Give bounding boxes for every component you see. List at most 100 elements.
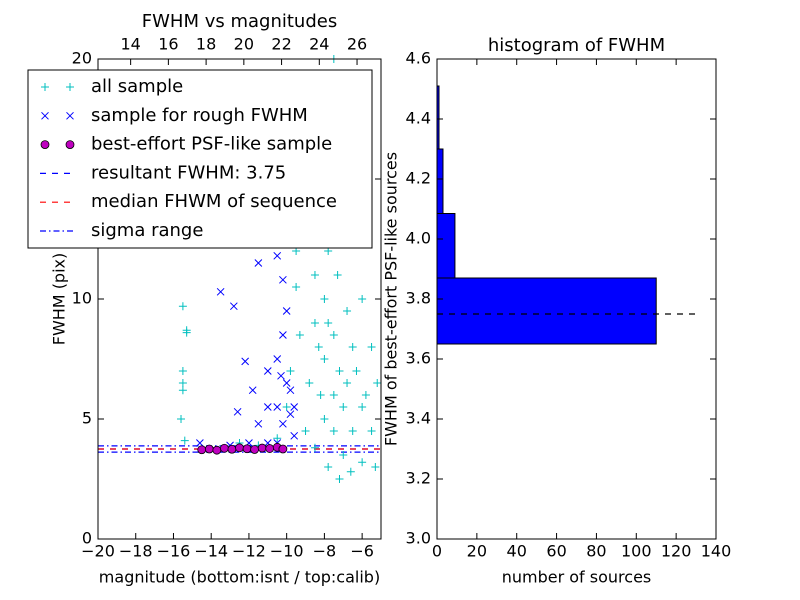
- x2-tick-label: 14: [120, 35, 140, 54]
- point: [250, 445, 259, 454]
- point: [212, 445, 222, 455]
- point: [180, 436, 189, 445]
- point: [301, 427, 310, 435]
- legend-marker: [65, 140, 75, 150]
- point: [254, 419, 263, 428]
- point: [329, 391, 338, 399]
- point: [278, 444, 288, 454]
- y-tick-label: 3.6: [406, 349, 431, 368]
- point: [295, 331, 304, 339]
- x-tick-label: 140: [701, 542, 732, 561]
- x-tick-label: −8: [313, 542, 337, 561]
- point: [204, 444, 214, 454]
- legend-marker: [66, 83, 74, 91]
- point: [282, 379, 291, 387]
- point: [373, 379, 382, 387]
- point: [227, 444, 237, 454]
- legend-marker: [66, 111, 74, 120]
- point: [216, 287, 225, 296]
- point: [348, 427, 357, 435]
- legend-label: median FHWM of sequence: [91, 191, 337, 212]
- point: [324, 319, 333, 327]
- point: [371, 463, 380, 471]
- point: [197, 445, 207, 455]
- y-tick-label: 4.6: [406, 49, 431, 68]
- x2-tick-label: 18: [196, 35, 216, 54]
- y-tick-label: 3.0: [406, 529, 431, 548]
- plot-area: [437, 85, 697, 345]
- y-tick-label: 10: [72, 289, 92, 308]
- point: [273, 355, 282, 363]
- bar: [437, 85, 440, 150]
- point: [343, 307, 352, 315]
- point: [292, 283, 301, 291]
- point: [279, 331, 287, 339]
- point: [257, 443, 267, 453]
- point: [242, 444, 252, 454]
- point: [335, 367, 344, 375]
- point: [367, 427, 376, 435]
- point: [320, 295, 329, 303]
- legend-marker: [40, 140, 50, 150]
- legend-label: sigma range: [91, 220, 203, 241]
- point: [314, 343, 323, 351]
- y-tick-label: 3.4: [406, 409, 431, 428]
- point: [241, 357, 250, 366]
- point: [352, 367, 361, 375]
- bar: [437, 277, 657, 345]
- point: [177, 415, 186, 423]
- x-tick-label: −18: [119, 542, 153, 561]
- point: [339, 403, 348, 411]
- point: [333, 271, 342, 279]
- point: [196, 439, 204, 447]
- point: [358, 403, 367, 411]
- point: [178, 379, 187, 387]
- x-tick-label: 40: [507, 542, 527, 561]
- point: [235, 443, 244, 453]
- legend-label: sample for rough FWHM: [91, 105, 308, 126]
- point: [310, 271, 319, 279]
- point: [178, 302, 187, 311]
- point: [346, 467, 355, 476]
- x-tick-label: −14: [194, 542, 228, 561]
- y-tick-label: 3.2: [406, 469, 431, 488]
- x-tick-label: −6: [350, 542, 374, 561]
- y-tick-label: 0: [82, 529, 92, 548]
- point: [233, 407, 242, 416]
- point: [367, 343, 376, 351]
- point: [358, 295, 367, 303]
- point: [286, 410, 295, 419]
- point: [273, 403, 282, 411]
- legend-marker: [41, 83, 49, 91]
- x2-tick-label: 20: [234, 35, 254, 54]
- x-tick-label: 100: [621, 542, 652, 561]
- point: [273, 434, 282, 443]
- x2-tick-label: 22: [271, 35, 291, 54]
- point: [324, 463, 333, 471]
- point: [286, 367, 295, 375]
- x-tick-label: 0: [432, 542, 442, 561]
- point: [279, 275, 287, 284]
- point: [329, 427, 338, 435]
- point: [282, 307, 291, 315]
- point: [282, 403, 291, 411]
- x-tick-label: 60: [546, 542, 566, 561]
- point: [248, 386, 257, 395]
- y-tick-label: 5: [82, 409, 92, 428]
- point: [305, 379, 314, 387]
- point: [310, 319, 319, 327]
- chart-title: FWHM vs magnitudes: [142, 11, 337, 32]
- point: [310, 443, 319, 452]
- x-tick-label: −10: [270, 542, 304, 561]
- point: [182, 328, 191, 337]
- legend-label: all sample: [91, 76, 183, 97]
- y-axis-label: FWHM of best-effort PSF-like sources: [382, 152, 401, 446]
- x-tick-label: −12: [232, 542, 266, 561]
- y-tick-label: 4.0: [406, 229, 431, 248]
- point: [263, 367, 272, 375]
- point: [320, 415, 329, 423]
- x-axis-label: number of sources: [502, 568, 652, 587]
- point: [273, 251, 282, 260]
